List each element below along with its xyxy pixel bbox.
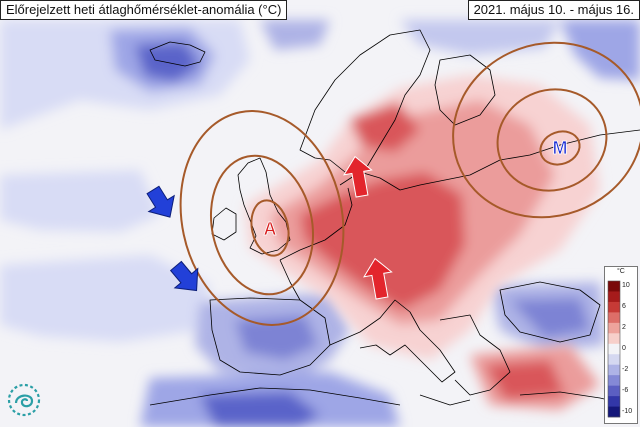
cool-area-barents xyxy=(400,20,560,55)
coast-crete xyxy=(419,394,471,406)
coast-iberia xyxy=(209,297,331,376)
cool-area-northeast xyxy=(560,20,640,80)
low-pressure-label: M xyxy=(553,138,568,158)
coast-great-britain xyxy=(237,157,291,255)
legend-colorbar xyxy=(607,280,621,418)
legend-swatch xyxy=(608,396,620,407)
legend-swatch xyxy=(608,343,620,355)
legend-tick-label: 10 xyxy=(622,282,630,290)
coast-north-africa xyxy=(149,387,401,406)
legend-swatch xyxy=(608,291,620,303)
logo-spiral xyxy=(14,394,34,408)
warm-area-scandinavia-core xyxy=(350,102,420,152)
isobar-high-middle xyxy=(209,154,315,296)
coast-france-west xyxy=(279,259,301,301)
cool-area-north-africa-core xyxy=(200,392,320,427)
map-title: Előrejelzett heti átlaghőmérséklet-anomá… xyxy=(0,0,288,20)
cool-area-azores xyxy=(0,255,210,342)
logo xyxy=(7,383,41,417)
legend-swatch xyxy=(608,385,620,397)
isobar-low-outer xyxy=(452,41,640,219)
legend-swatch xyxy=(608,406,620,418)
coast-finland xyxy=(434,54,496,126)
legend-swatch xyxy=(608,354,620,365)
date-range: 2021. május 10. - május 16. xyxy=(467,0,640,20)
isobar-high-outer xyxy=(179,110,345,326)
legend-tick-label: 2 xyxy=(622,324,626,332)
coast-italy-and-med xyxy=(329,299,456,383)
pressure-centers: A M xyxy=(263,138,568,240)
legend-tick-label: -2 xyxy=(622,365,629,373)
isobar-low-middle xyxy=(496,88,608,192)
logo-outer-ring xyxy=(7,383,41,417)
legend-swatch xyxy=(608,364,620,376)
isobar-high-inner xyxy=(250,199,290,257)
legend-tick-label: -10 xyxy=(622,407,633,415)
isobar-low-inner xyxy=(539,130,581,166)
warm-area-east-med-core xyxy=(485,360,565,400)
isobars xyxy=(179,41,640,326)
cool-area-black-sea-core xyxy=(510,298,590,338)
warm-arrow-central-europe xyxy=(363,257,393,300)
color-legend: °C 10 6 2 0 -2 -6 -10 xyxy=(604,266,638,424)
high-pressure-label: A xyxy=(264,219,277,239)
coast-scandinavia xyxy=(299,29,431,173)
cold-arrow-bay-of-biscay xyxy=(146,185,175,218)
cool-area-norwegian-sea xyxy=(260,20,330,50)
anomaly-field xyxy=(0,20,640,427)
coast-baltic-south xyxy=(339,129,640,191)
coastlines xyxy=(149,29,640,406)
coast-france-north xyxy=(279,187,353,261)
legend-swatch xyxy=(608,281,620,292)
cool-anomaly-areas xyxy=(0,20,640,427)
legend-swatch xyxy=(608,375,620,386)
cool-area-mid-atlantic xyxy=(0,170,160,232)
cool-area-iberia-core xyxy=(235,315,318,360)
legend-tick-label: 6 xyxy=(622,303,626,311)
legend-bars xyxy=(607,280,621,418)
coast-balkans xyxy=(439,314,511,396)
legend-frame xyxy=(607,280,621,418)
legend-swatch xyxy=(608,312,620,324)
warm-arrow-denmark xyxy=(343,155,373,198)
coast-black-sea xyxy=(499,281,601,343)
legend-swatch xyxy=(608,301,620,313)
legend-tick-label: 0 xyxy=(622,345,626,352)
legend-swatch xyxy=(608,322,620,334)
wind-arrows xyxy=(146,155,393,300)
legend-unit: °C xyxy=(617,268,625,275)
cold-arrow-atlantic xyxy=(169,260,199,292)
legend-tick-label: -6 xyxy=(622,386,629,394)
warm-anomaly-areas xyxy=(245,75,600,410)
legend-swatch xyxy=(608,333,620,345)
coast-iceland xyxy=(149,41,206,67)
